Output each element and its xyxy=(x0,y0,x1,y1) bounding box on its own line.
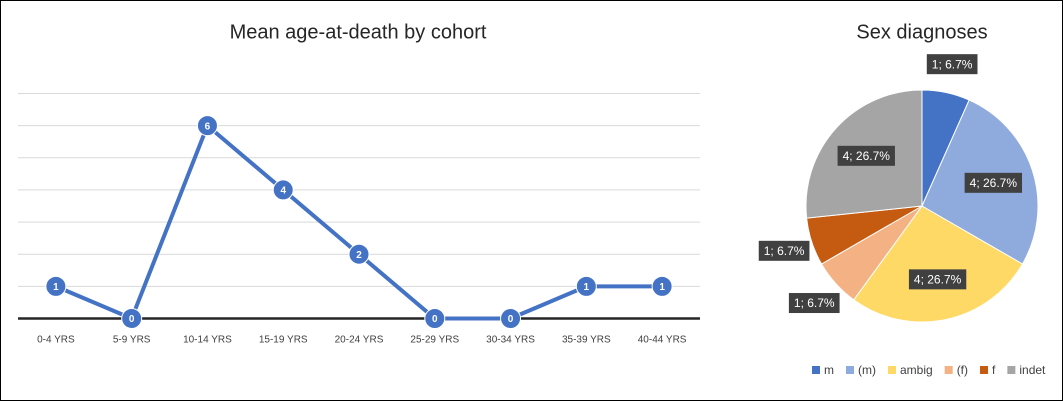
data-label: 0 xyxy=(508,314,514,325)
line-chart-title: Mean age-at-death by cohort xyxy=(230,21,487,43)
legend-label: indet xyxy=(1019,363,1046,377)
x-tick-label: 10-14 YRS xyxy=(183,335,232,346)
data-label: 4; 26.7% xyxy=(970,176,1018,190)
data-label: 1 xyxy=(53,282,59,293)
x-tick-label: 40-44 YRS xyxy=(638,335,687,346)
legend-label: m xyxy=(824,363,834,377)
legend-swatch xyxy=(1007,366,1016,374)
data-label-bg xyxy=(788,293,840,314)
data-label-bg xyxy=(837,145,895,166)
data-label: 1 xyxy=(659,282,665,293)
marker xyxy=(272,179,294,201)
data-label: 1; 6.7% xyxy=(932,57,973,71)
legend-swatch xyxy=(980,366,989,374)
pie-slice xyxy=(853,205,1024,323)
data-label: 1; 6.7% xyxy=(764,244,805,258)
data-label-box: 4; 26.7% xyxy=(908,269,967,290)
data-label-bg xyxy=(964,172,1023,193)
legend-label: (m) xyxy=(858,363,876,377)
x-tick-label: 25-29 YRS xyxy=(410,335,459,346)
legend-label: ambig xyxy=(900,363,933,377)
data-label: 2 xyxy=(356,250,362,261)
marker xyxy=(121,308,143,329)
legend-label: (f) xyxy=(957,363,968,377)
x-tick-label: 15-19 YRS xyxy=(259,335,308,346)
x-tick-label: 35-39 YRS xyxy=(562,335,611,346)
data-label-box: 4; 26.7% xyxy=(964,172,1023,193)
x-tick-label: 0-4 YRS xyxy=(37,335,75,346)
data-label: 0 xyxy=(129,314,135,325)
x-tick-label: 30-34 YRS xyxy=(486,335,535,346)
data-label: 4; 26.7% xyxy=(914,273,962,287)
marker xyxy=(348,243,370,265)
marker xyxy=(500,308,522,329)
data-label: 1; 6.7% xyxy=(794,296,835,310)
data-label: 1 xyxy=(584,282,590,293)
legend-label: f xyxy=(992,363,996,377)
legend-swatch xyxy=(888,366,896,374)
legend-swatch xyxy=(846,366,854,374)
data-label: 4 xyxy=(280,186,286,197)
data-label-bg xyxy=(926,54,978,75)
marker xyxy=(651,275,673,297)
marker xyxy=(45,275,67,297)
x-tick-label: 5-9 YRS xyxy=(113,335,151,346)
pie-chart-title: Sex diagnoses xyxy=(856,21,987,43)
data-label-bg xyxy=(908,269,967,290)
legend-swatch xyxy=(812,366,820,374)
legend-swatch xyxy=(944,366,953,374)
data-label-box: 4; 26.7% xyxy=(837,145,895,166)
data-label-bg xyxy=(758,240,810,261)
data-label: 0 xyxy=(432,314,438,325)
x-tick-label: 20-24 YRS xyxy=(335,335,384,346)
data-label: 6 xyxy=(205,121,211,132)
data-label: 4; 26.7% xyxy=(843,149,891,163)
marker xyxy=(196,115,218,137)
marker xyxy=(424,308,446,329)
data-label-box: 1; 6.7% xyxy=(926,54,978,75)
data-label-box: 1; 6.7% xyxy=(758,240,810,261)
data-label-box: 1; 6.7% xyxy=(788,293,840,314)
marker xyxy=(575,275,597,297)
